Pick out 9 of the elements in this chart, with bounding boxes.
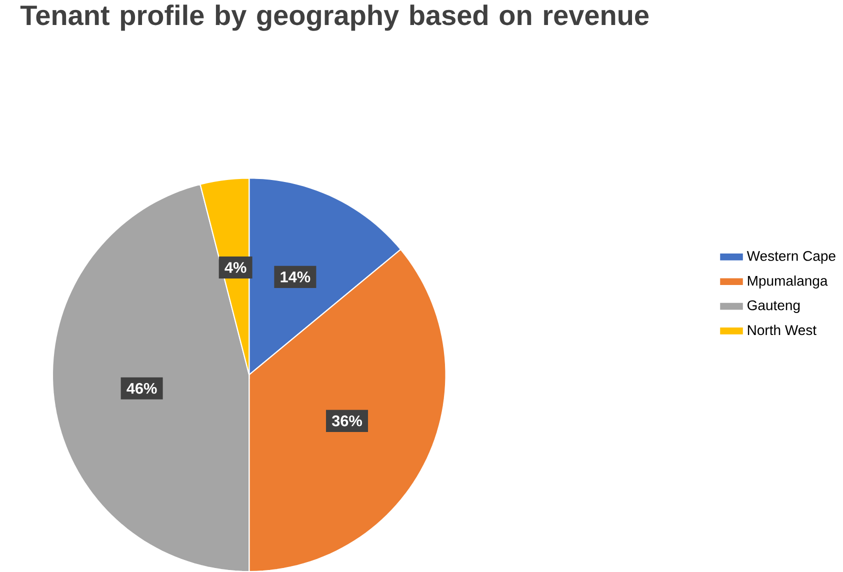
data-label: 14%: [280, 271, 310, 282]
data-label: 4%: [224, 262, 246, 273]
data-label: 36%: [332, 415, 362, 426]
chart-title: Tenant profile by geography based on revenue: [20, 4, 649, 31]
legend-label: Gauteng: [748, 300, 800, 313]
legend-label: Western Cape: [746, 251, 836, 264]
legend-label: Mpumalanga: [748, 275, 828, 289]
legend-label: North West: [748, 324, 816, 336]
data-label: 46%: [126, 382, 157, 394]
